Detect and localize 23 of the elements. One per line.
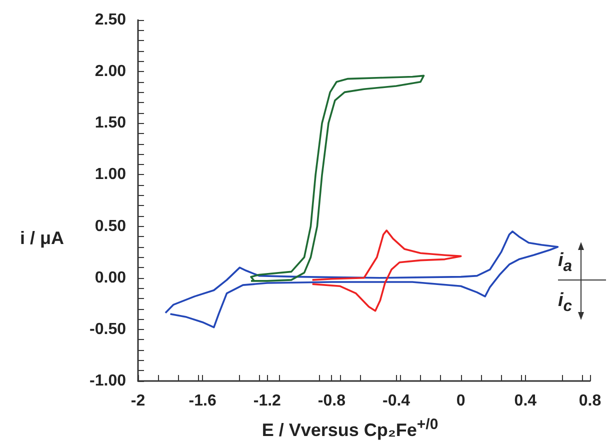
- x-axis-title: E / Vversus Cp₂Fe$^{+/0}$: [260, 416, 440, 441]
- x-tick-label: -1.6: [188, 392, 216, 410]
- y-tick-label: 0.50: [94, 218, 126, 235]
- y-tick-label: 2.00: [94, 63, 126, 80]
- x-tick-label: -0.4: [382, 392, 410, 410]
- y-tick-label: 1.50: [94, 114, 126, 132]
- y-tick-label: 0.00: [94, 269, 126, 286]
- annotation: i$_{c}$: [558, 290, 572, 316]
- y-tick-label: -1.00: [90, 372, 126, 390]
- line-series: [311, 230, 462, 312]
- x-tick-label: -2: [130, 392, 146, 410]
- y-axis-title: i / μA: [20, 228, 64, 249]
- y-tick-label: 2.50: [94, 12, 126, 28]
- x-tick-label: 0.4: [514, 392, 537, 410]
- y-tick-label: 1.00: [94, 166, 126, 184]
- x-tick-label: -1.2: [253, 392, 282, 410]
- annotation: i$_{a}$: [558, 250, 572, 276]
- x-tick-label: -0.8: [318, 392, 346, 410]
- line-series: [164, 230, 559, 328]
- x-tick-label: 0: [456, 392, 466, 410]
- x-tick-label: 0.8: [578, 392, 602, 410]
- y-tick-label: -0.50: [90, 320, 126, 338]
- line-series: [250, 74, 425, 282]
